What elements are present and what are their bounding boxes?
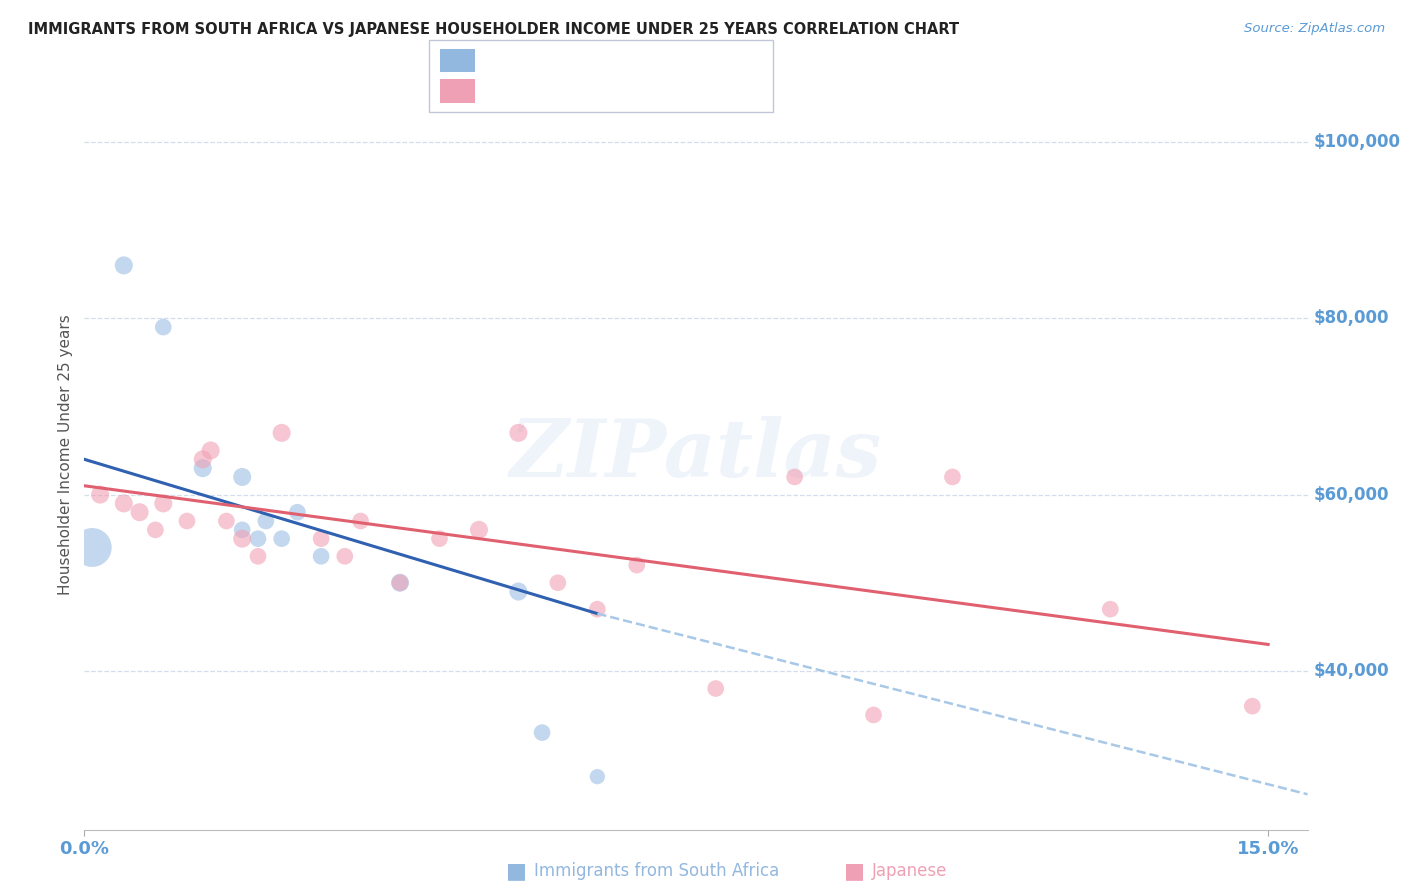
Text: ZIPatlas: ZIPatlas — [510, 417, 882, 493]
Point — [112, 259, 135, 273]
Point — [333, 549, 356, 564]
Point — [287, 505, 309, 519]
Text: IMMIGRANTS FROM SOUTH AFRICA VS JAPANESE HOUSEHOLDER INCOME UNDER 25 YEARS CORRE: IMMIGRANTS FROM SOUTH AFRICA VS JAPANESE… — [28, 22, 959, 37]
Text: $100,000: $100,000 — [1313, 133, 1400, 151]
Point — [508, 425, 530, 440]
Point — [231, 470, 253, 484]
Text: R = -0.472: R = -0.472 — [486, 82, 585, 100]
Point — [231, 523, 253, 537]
Point — [176, 514, 198, 528]
Point — [626, 558, 648, 573]
Point — [349, 514, 371, 528]
Text: Japanese: Japanese — [872, 863, 948, 880]
Text: R = -0.267: R = -0.267 — [486, 52, 583, 70]
Point — [254, 514, 277, 528]
Point — [145, 523, 167, 537]
Point — [246, 532, 269, 546]
Point — [586, 602, 609, 616]
Point — [429, 532, 451, 546]
Point — [309, 549, 332, 564]
Point — [547, 575, 569, 590]
Text: Immigrants from South Africa: Immigrants from South Africa — [534, 863, 779, 880]
Text: ■: ■ — [844, 862, 865, 881]
Point — [89, 487, 111, 501]
Point — [941, 470, 963, 484]
Text: $80,000: $80,000 — [1313, 310, 1389, 327]
Text: Source: ZipAtlas.com: Source: ZipAtlas.com — [1244, 22, 1385, 36]
Point — [508, 584, 530, 599]
Point — [152, 496, 174, 510]
Point — [112, 496, 135, 510]
Point — [231, 532, 253, 546]
Point — [215, 514, 238, 528]
Text: ■: ■ — [506, 862, 527, 881]
Point — [152, 320, 174, 334]
Point — [309, 532, 332, 546]
Point — [191, 452, 214, 467]
Point — [783, 470, 806, 484]
Text: N = 14: N = 14 — [616, 52, 678, 70]
Point — [128, 505, 150, 519]
Point — [531, 725, 554, 739]
Point — [270, 532, 292, 546]
Point — [862, 708, 884, 723]
Point — [82, 541, 104, 555]
Point — [704, 681, 727, 696]
Text: $60,000: $60,000 — [1313, 485, 1389, 504]
Point — [246, 549, 269, 564]
Y-axis label: Householder Income Under 25 years: Householder Income Under 25 years — [58, 315, 73, 595]
Point — [1241, 699, 1264, 714]
Text: $40,000: $40,000 — [1313, 662, 1389, 680]
Point — [1099, 602, 1122, 616]
Point — [468, 523, 491, 537]
Point — [200, 443, 222, 458]
Point — [389, 575, 412, 590]
Point — [586, 770, 609, 784]
Text: N = 28: N = 28 — [616, 82, 678, 100]
Point — [191, 461, 214, 475]
Point — [270, 425, 292, 440]
Point — [389, 575, 412, 590]
